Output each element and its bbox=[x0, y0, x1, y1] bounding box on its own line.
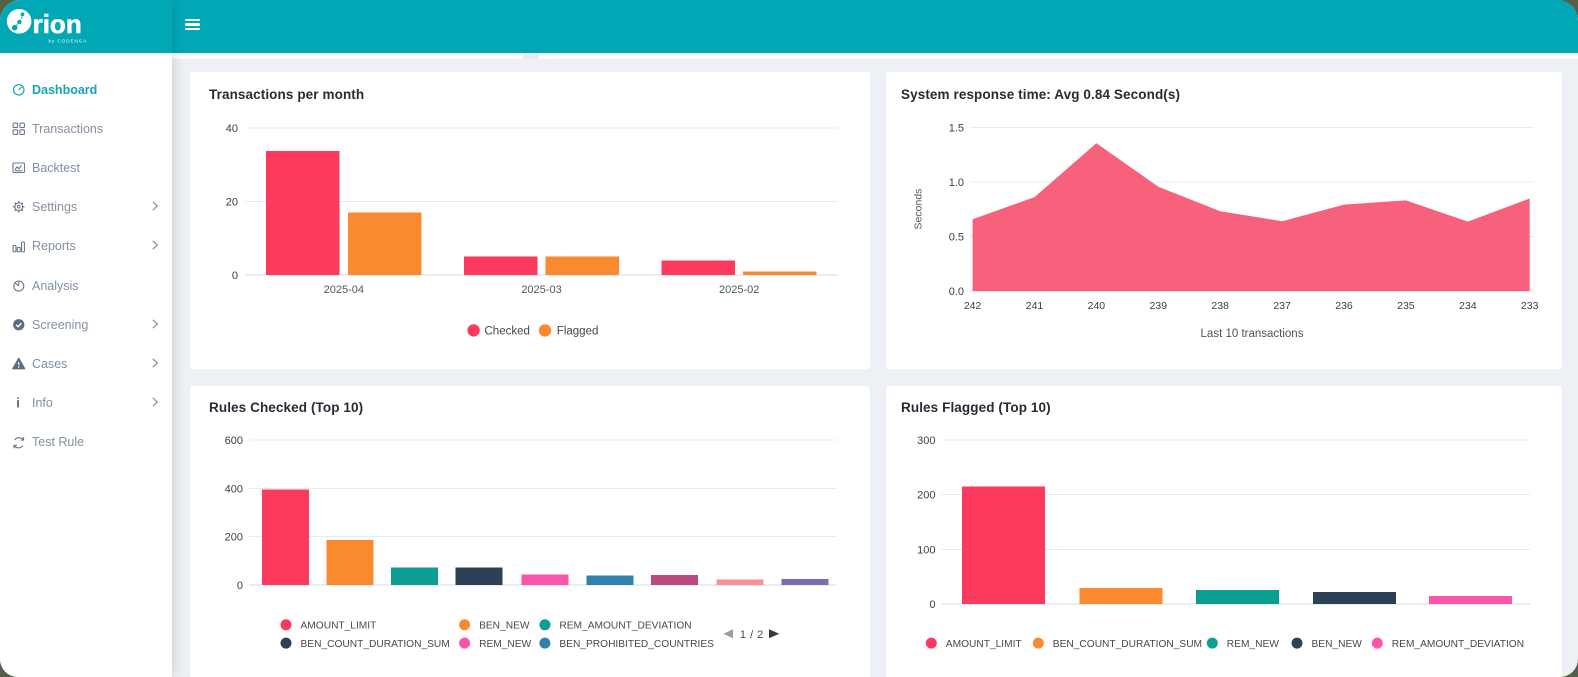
svg-text:600: 600 bbox=[225, 435, 243, 447]
svg-text:BEN_COUNT_DURATION_SUM: BEN_COUNT_DURATION_SUM bbox=[301, 639, 450, 650]
svg-text:2025-03: 2025-03 bbox=[521, 284, 561, 296]
svg-text:238: 238 bbox=[1211, 300, 1229, 312]
svg-text:i: i bbox=[16, 396, 20, 410]
svg-text:100: 100 bbox=[917, 545, 935, 557]
svg-text:by CODENGA: by CODENGA bbox=[49, 39, 88, 44]
svg-text:BEN_NEW: BEN_NEW bbox=[1312, 639, 1363, 650]
svg-text:REM_NEW: REM_NEW bbox=[1227, 639, 1279, 650]
svg-text:235: 235 bbox=[1397, 300, 1415, 312]
svg-text:rion: rion bbox=[33, 9, 82, 39]
svg-text:REM_AMOUNT_DEVIATION: REM_AMOUNT_DEVIATION bbox=[1392, 639, 1524, 650]
svg-text:240: 240 bbox=[1088, 300, 1106, 312]
svg-text:234: 234 bbox=[1459, 300, 1477, 312]
svg-text:1 / 2: 1 / 2 bbox=[740, 629, 764, 641]
svg-text:BEN_NEW: BEN_NEW bbox=[479, 621, 530, 632]
svg-text:2025-02: 2025-02 bbox=[719, 284, 759, 296]
svg-text:242: 242 bbox=[964, 300, 982, 312]
svg-text:AMOUNT_LIMIT: AMOUNT_LIMIT bbox=[301, 621, 377, 632]
svg-text:233: 233 bbox=[1521, 300, 1539, 312]
svg-text:0.5: 0.5 bbox=[949, 232, 964, 244]
svg-text:236: 236 bbox=[1335, 300, 1353, 312]
svg-text:BEN_PROHIBITED_COUNTRIES: BEN_PROHIBITED_COUNTRIES bbox=[559, 639, 714, 650]
svg-text:BEN_COUNT_DURATION_SUM: BEN_COUNT_DURATION_SUM bbox=[1053, 639, 1202, 650]
svg-text:237: 237 bbox=[1273, 300, 1291, 312]
svg-text:200: 200 bbox=[917, 490, 935, 502]
svg-text:Last 10 transactions: Last 10 transactions bbox=[1201, 328, 1304, 340]
svg-text:239: 239 bbox=[1150, 300, 1168, 312]
svg-text:20: 20 bbox=[226, 197, 238, 209]
svg-text:REM_NEW: REM_NEW bbox=[479, 639, 531, 650]
svg-text:300: 300 bbox=[917, 435, 935, 447]
svg-text:Flagged: Flagged bbox=[557, 325, 599, 337]
svg-text:2025-04: 2025-04 bbox=[324, 284, 364, 296]
svg-text:40: 40 bbox=[226, 123, 238, 135]
svg-text:REM_AMOUNT_DEVIATION: REM_AMOUNT_DEVIATION bbox=[559, 621, 691, 632]
svg-text:200: 200 bbox=[225, 532, 243, 544]
svg-text:0: 0 bbox=[237, 580, 243, 592]
svg-text:Seconds: Seconds bbox=[913, 189, 925, 230]
svg-text:0.0: 0.0 bbox=[949, 286, 964, 298]
svg-text:AMOUNT_LIMIT: AMOUNT_LIMIT bbox=[946, 639, 1022, 650]
svg-text:Checked: Checked bbox=[485, 325, 530, 337]
svg-text:1.0: 1.0 bbox=[949, 177, 964, 189]
svg-text:400: 400 bbox=[225, 484, 243, 496]
svg-text:1.5: 1.5 bbox=[949, 123, 964, 135]
svg-text:0: 0 bbox=[232, 270, 238, 282]
svg-text:0: 0 bbox=[929, 599, 935, 611]
svg-text:241: 241 bbox=[1026, 300, 1044, 312]
